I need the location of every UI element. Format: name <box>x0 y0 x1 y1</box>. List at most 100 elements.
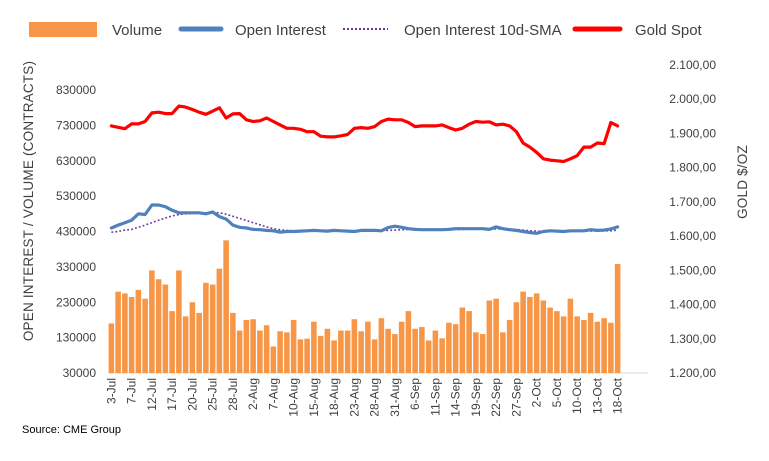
volume-bar <box>176 270 182 373</box>
volume-bar <box>209 284 216 373</box>
volume-bar <box>371 339 378 373</box>
volume-bar <box>439 338 445 373</box>
volume-bar <box>317 335 324 373</box>
x-tick-label: 22-Sep <box>489 378 503 417</box>
volume-bar <box>128 296 135 373</box>
volume-bar <box>459 307 466 373</box>
right-tick-label: 2.100,00 <box>669 58 716 72</box>
x-axis-ticks: 3-Jul 7-Jul 12-Jul 17-Jul 20-Jul 25-Jul 28-Jul… <box>104 377 624 416</box>
volume-bar <box>196 312 202 373</box>
volume-bar <box>533 293 540 373</box>
left-tick-label: 630000 <box>56 154 96 168</box>
x-tick-label: 7-Aug <box>266 378 280 410</box>
volume-bar <box>398 321 405 373</box>
volume-bar <box>223 240 229 373</box>
volume-bar <box>479 334 486 373</box>
volume-bar <box>351 319 358 373</box>
x-tick-label: 20-Jul <box>185 378 199 411</box>
right-tick-label: 2.000,00 <box>669 92 716 106</box>
volume-bar <box>236 330 243 373</box>
volume-bar <box>250 319 256 373</box>
x-tick-label: 18-Aug <box>327 378 341 417</box>
x-tick-label: 19-Sep <box>469 378 483 417</box>
right-axis-title: GOLD $/OZ <box>735 145 750 219</box>
volume-bar <box>277 331 283 373</box>
volume-bar <box>554 311 560 373</box>
x-tick-label: 3-Jul <box>104 378 118 404</box>
volume-bar <box>425 340 432 373</box>
right-axis-ticks: 2.100,00 2.000,00 1.900,00 1.800,00 1.700,00… <box>669 58 716 380</box>
volume-bar <box>115 291 121 373</box>
right-tick-label: 1.700,00 <box>669 195 716 209</box>
volume-bar <box>108 323 115 373</box>
x-tick-label: 14-Sep <box>449 378 463 417</box>
volume-bar <box>142 298 148 373</box>
x-tick-label: 2-Oct <box>530 377 544 407</box>
volume-bar <box>608 322 614 373</box>
left-tick-label: 530000 <box>56 189 96 203</box>
volume-bar <box>135 289 142 373</box>
volume-bar <box>230 312 236 373</box>
volume-bar <box>594 321 601 373</box>
volume-bar <box>405 311 412 373</box>
volume-bar <box>452 324 459 373</box>
left-tick-label: 30000 <box>63 366 97 380</box>
volume-bar <box>378 318 385 373</box>
volume-bar <box>270 346 277 373</box>
volume-bar <box>385 328 391 373</box>
x-tick-label: 28-Jul <box>226 378 240 411</box>
x-tick-label: 31-Aug <box>388 378 402 417</box>
volume-bar <box>331 340 337 373</box>
volume-bar <box>473 332 479 373</box>
legend-volume-swatch <box>29 22 97 37</box>
x-tick-label: 6-Sep <box>408 378 422 410</box>
right-tick-label: 1.400,00 <box>669 298 716 312</box>
legend-sma-label: Open Interest 10d-SMA <box>404 22 562 39</box>
right-tick-label: 1.200,00 <box>669 366 716 380</box>
volume-bar <box>581 319 587 373</box>
x-tick-label: 17-Jul <box>165 378 179 411</box>
volume-bar <box>560 316 567 373</box>
volume-bar <box>500 332 506 373</box>
x-tick-label: 18-Oct <box>611 377 625 414</box>
volume-bar <box>182 316 189 373</box>
x-tick-label: 11-Sep <box>428 378 442 416</box>
volume-bar <box>297 339 304 373</box>
left-axis-title: OPEN INTEREST / VOLUME (CONTRACTS) <box>21 61 36 341</box>
volume-bar <box>324 328 331 373</box>
volume-bar <box>338 330 344 373</box>
volume-bar <box>243 319 250 373</box>
volume-bar <box>520 291 526 373</box>
right-tick-label: 1.500,00 <box>669 263 716 277</box>
legend: Volume Open Interest Open Interest 10d-S… <box>29 22 703 39</box>
source-note: Source: CME Group <box>22 424 122 436</box>
x-tick-label: 10-Aug <box>287 378 301 417</box>
volume-bar <box>311 321 317 373</box>
volume-bar <box>486 300 493 373</box>
volume-bar <box>203 282 209 373</box>
volume-bar <box>419 327 425 373</box>
x-tick-label: 5-Oct <box>550 377 564 407</box>
volume-bar <box>466 311 472 373</box>
x-tick-label: 13-Oct <box>590 377 604 414</box>
open-interest-line <box>109 203 620 235</box>
volume-bar <box>189 302 196 373</box>
volume-bar <box>365 321 371 373</box>
volume-bar <box>284 332 290 373</box>
right-tick-label: 1.600,00 <box>669 229 716 243</box>
volume-bar <box>344 330 351 373</box>
volume-bar <box>601 318 607 373</box>
volume-bars <box>108 240 621 373</box>
volume-bar <box>149 270 155 373</box>
volume-bar <box>527 296 533 373</box>
left-tick-label: 330000 <box>56 260 96 274</box>
volume-bar <box>155 279 162 373</box>
volume-bar <box>567 298 574 373</box>
volume-bar <box>574 316 580 373</box>
volume-bar <box>216 268 223 373</box>
x-tick-label: 25-Jul <box>206 378 220 411</box>
left-tick-label: 830000 <box>56 83 96 97</box>
right-tick-label: 1.900,00 <box>669 126 716 140</box>
volume-bar <box>162 284 169 373</box>
volume-bar <box>547 307 553 373</box>
